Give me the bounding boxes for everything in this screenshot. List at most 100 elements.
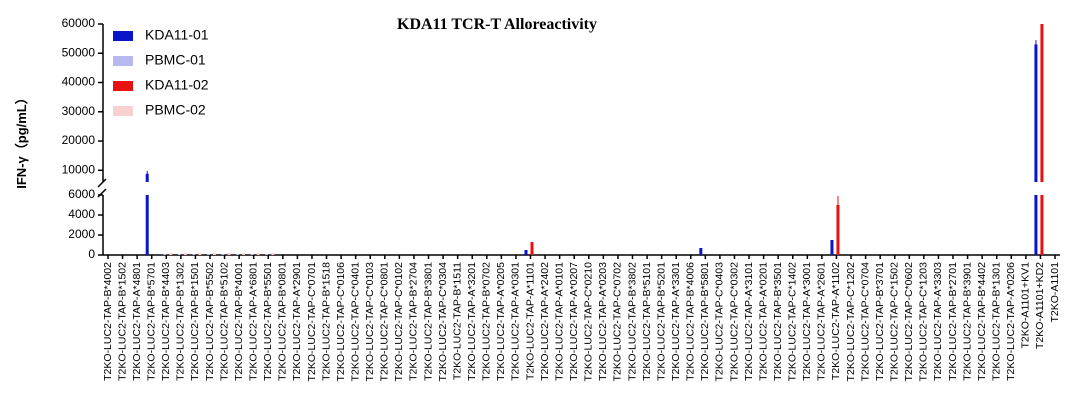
bar bbox=[1040, 24, 1044, 182]
x-tick-label: T2KO-LUC2-TAP-B*0801 bbox=[277, 262, 289, 381]
x-tick-label: T2KO-LUC2-TAP-B*0702 bbox=[481, 262, 493, 381]
bar bbox=[198, 253, 202, 255]
y-tick-label: 6000 bbox=[68, 187, 95, 201]
x-tick-label: T2KO-LUC2-TAP-C*0102 bbox=[393, 262, 405, 382]
y-tick-label: 10000 bbox=[62, 162, 96, 176]
x-tick-label: T2KO-LUC2-TAP-B*4001 bbox=[233, 262, 245, 381]
bar bbox=[250, 254, 254, 255]
x-tick-label: T2KO-LUC2-TAP-B*4002 bbox=[102, 262, 114, 381]
x-tick-label: T2KO-LUC2-TAP-C*0704 bbox=[859, 262, 871, 382]
bar bbox=[177, 254, 181, 255]
x-tick-label: T2KO-LUC2-TAP-B*3901 bbox=[961, 262, 973, 381]
x-tick-label: T2KO-LUC2-TAP-B*5701 bbox=[145, 262, 157, 381]
bar bbox=[256, 253, 260, 255]
bar bbox=[183, 253, 187, 255]
x-tick-label: T2KO-LUC2-TAP-A*0101 bbox=[553, 262, 565, 381]
x-tick-label: T2KO-LUC2-TAP-B*2704 bbox=[408, 262, 420, 381]
x-tick-label: T2KO-LUC2-TAP-A*1101 bbox=[524, 262, 536, 380]
legend-label: PBMC-01 bbox=[145, 52, 206, 68]
x-tick-label: T2KO-LUC2-TAP-A*0207 bbox=[568, 262, 580, 381]
axis-break bbox=[97, 178, 107, 188]
x-tick-label: T2KO-LUC2-TAP-C*0801 bbox=[379, 262, 391, 382]
y-tick-label: 20000 bbox=[62, 133, 96, 147]
x-tick-label: T2KO-LUC2-TAP-B*4403 bbox=[160, 262, 172, 381]
x-tick-label: T2KO-LUC2-TAP-B*5101 bbox=[641, 262, 653, 381]
x-tick-label: T2KO-LUC2-TAP-A*1102 bbox=[830, 262, 842, 380]
chart-title: KDA11 TCR-T Alloreactivity bbox=[397, 16, 597, 33]
bar bbox=[169, 253, 173, 255]
x-tick-label: T2KO-LUC2-TAP-A*3303 bbox=[932, 262, 944, 381]
legend-swatch bbox=[113, 81, 133, 91]
bar bbox=[212, 253, 216, 255]
x-tick-label: T2KO-LUC2-TAP-A*3301 bbox=[670, 262, 682, 381]
bar bbox=[206, 254, 210, 255]
legend-swatch bbox=[113, 31, 133, 41]
bar bbox=[221, 254, 225, 255]
bar bbox=[227, 253, 231, 255]
y-tick-label: 50000 bbox=[62, 45, 96, 59]
x-tick-label: T2KO-LUC2-TAP-A*0301 bbox=[510, 262, 522, 381]
x-tick-label: T2KO-LUC2-TAP-B*5201 bbox=[655, 262, 667, 381]
x-tick-label: T2KO-LUC2-TAP-B*5801 bbox=[699, 262, 711, 381]
x-tick-label: T2KO-LUC2-TAP-C*1203 bbox=[918, 262, 930, 382]
x-tick-label: T2KO-LUC2-TAP-A*0203 bbox=[597, 262, 609, 381]
x-tick-label: T2KO-LUC2-TAP-B*5501 bbox=[262, 262, 274, 381]
y-tick-label: 30000 bbox=[62, 104, 96, 118]
x-tick-label: T2KO-LUC2-TAP-B*3501 bbox=[772, 262, 784, 381]
x-tick-label: T2KO-LUC2-TAP-A*2402 bbox=[539, 262, 551, 381]
x-tick-label: T2KO-LUC2-TAP-B*4402 bbox=[976, 262, 988, 381]
x-tick-label: T2KO-LUC2-TAP-B*1302 bbox=[175, 262, 187, 381]
bar bbox=[830, 240, 834, 255]
x-tick-label: T2KO-LUC2-TAP-A*3001 bbox=[801, 262, 813, 381]
x-tick-label: T2KO-LUC2-TAP-B*1518 bbox=[320, 262, 332, 381]
legend-label: KDA11-01 bbox=[145, 27, 209, 43]
x-tick-label: T2KO-LUC2-TAP-C*0103 bbox=[364, 262, 376, 382]
x-tick-label: T2KO-LUC2-TAP-C*0401 bbox=[349, 262, 361, 382]
axis-break bbox=[97, 188, 107, 198]
bar bbox=[524, 250, 528, 255]
bar bbox=[1040, 195, 1044, 255]
x-tick-label: T2KO-LUC2-TAP-C*0302 bbox=[728, 262, 740, 382]
x-tick-label: T2KO-LUC2-TAP-B*3801 bbox=[422, 262, 434, 381]
x-tick-label: T2KO-LUC2-TAP-B*4006 bbox=[685, 262, 697, 381]
x-tick-label: T2KO-LUC2-TAP-C*0304 bbox=[437, 262, 449, 382]
y-tick-label: 2000 bbox=[68, 227, 95, 241]
legend-swatch bbox=[113, 56, 133, 66]
x-tick-label: T2KO-LUC2-TAP-A*4801 bbox=[131, 262, 143, 381]
x-tick-label: T2KO-LUC2-TAP-B*1501 bbox=[189, 262, 201, 381]
x-tick-label: T2KO-LUC2-TAP-C*0702 bbox=[612, 262, 624, 382]
x-tick-label: T2KO-LUC2-TAP-A*3101 bbox=[743, 262, 755, 381]
y-tick-label: 4000 bbox=[68, 207, 95, 221]
x-tick-label: T2KO-LUC2-TAP-B*5102 bbox=[218, 262, 230, 381]
bar bbox=[271, 253, 275, 255]
bar bbox=[163, 254, 167, 255]
x-tick-label: T2KO-LUC2-TAP-B*3701 bbox=[874, 262, 886, 381]
bar bbox=[145, 173, 149, 182]
y-tick-label: 0 bbox=[88, 247, 95, 261]
x-tick-label: T2KO-LUC2-TAP-C*1402 bbox=[787, 262, 799, 382]
x-tick-label: T2KO-A1101+KV1 bbox=[1020, 262, 1032, 349]
y-tick-label: 40000 bbox=[62, 75, 96, 89]
x-tick-label: T2KO-LUC2-TAP-A*0205 bbox=[495, 262, 507, 381]
x-tick-label: T2KO-LUC2-TAP-C*1502 bbox=[889, 262, 901, 382]
x-tick-label: T2KO-LUC2-TAP-C*0106 bbox=[335, 262, 347, 382]
x-tick-label: T2KO-LUC2-TAP-B*1502 bbox=[116, 262, 128, 381]
bar bbox=[145, 195, 149, 255]
x-tick-label: T2KO-LUC2-TAP-A*0206 bbox=[1005, 262, 1017, 381]
y-axis-label: IFN-γ（pg/mL） bbox=[14, 91, 29, 189]
bar bbox=[265, 254, 269, 255]
bar bbox=[236, 254, 240, 255]
bar bbox=[1034, 44, 1038, 183]
y-tick-label: 60000 bbox=[62, 16, 96, 30]
bar bbox=[836, 205, 840, 255]
x-tick-label: T2KO-LUC2-TAP-B*1511 bbox=[451, 262, 463, 380]
x-tick-label: T2KO-A1101 bbox=[1049, 262, 1061, 323]
legend-swatch bbox=[113, 106, 133, 116]
x-tick-label: T2KO-A1101+KD2 bbox=[1034, 262, 1046, 349]
bar bbox=[1034, 195, 1038, 255]
legend-label: PBMC-02 bbox=[145, 102, 206, 118]
x-tick-label: T2KO-LUC2-TAP-A*6801 bbox=[247, 262, 259, 381]
x-tick-label: T2KO-LUC2-TAP-A*2901 bbox=[291, 262, 303, 381]
x-tick-label: T2KO-LUC2-TAP-C*0210 bbox=[583, 262, 595, 382]
